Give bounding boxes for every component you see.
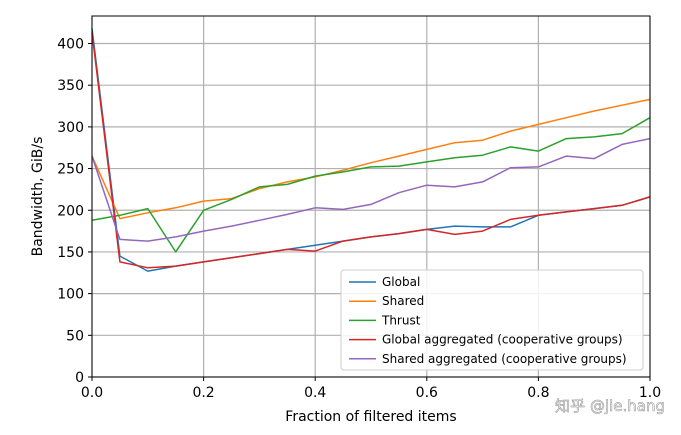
y-tick-label: 250 bbox=[57, 162, 84, 178]
x-tick-label: 0.6 bbox=[416, 385, 438, 401]
legend-label: Global bbox=[382, 275, 420, 289]
series-lines bbox=[91, 28, 651, 272]
legend: Global Shared Thrust Global aggregated (coo… bbox=[340, 269, 644, 371]
legend-label: Shared aggregated (cooperative groups) bbox=[382, 352, 627, 366]
y-tick-label: 0 bbox=[75, 370, 84, 386]
watermark-text: 知乎 @jie.hang bbox=[555, 397, 665, 415]
y-tick-label: 150 bbox=[57, 245, 84, 261]
x-tick-label: 0.0 bbox=[81, 385, 103, 401]
x-tick-label: 0.4 bbox=[304, 385, 326, 401]
series-line-global-aggregated-cooperative-groups bbox=[91, 32, 651, 269]
x-axis-label: Fraction of filtered items bbox=[285, 409, 456, 425]
y-axis-label: Bandwidth, GiB/s bbox=[30, 137, 46, 257]
legend-label: Thrust bbox=[381, 313, 421, 327]
series-line-thrust bbox=[91, 117, 651, 253]
x-tick-label: 0.2 bbox=[192, 385, 214, 401]
y-tick-label: 300 bbox=[57, 120, 84, 136]
plot-frame bbox=[91, 15, 651, 378]
axis-ticks: 0.0 0.2 0.4 0.6 0.8 1.0 0 50 100 150 200 250 300 350 4… bbox=[57, 37, 661, 401]
x-tick-label: 0.8 bbox=[527, 385, 549, 401]
y-tick-label: 350 bbox=[57, 78, 84, 94]
legend-label: Shared bbox=[382, 294, 424, 308]
series-line-shared-aggregated-cooperative-groups bbox=[91, 137, 651, 242]
series-line-shared bbox=[91, 98, 651, 220]
y-tick-label: 400 bbox=[57, 37, 84, 53]
y-tick-label: 100 bbox=[57, 287, 84, 303]
y-tick-label: 200 bbox=[57, 203, 84, 219]
series-line-global bbox=[91, 28, 651, 272]
y-tick-label: 50 bbox=[66, 328, 84, 344]
legend-label: Global aggregated (cooperative groups) bbox=[382, 333, 623, 347]
x-tick-label: 1.0 bbox=[639, 385, 661, 401]
legend-box bbox=[340, 269, 644, 371]
